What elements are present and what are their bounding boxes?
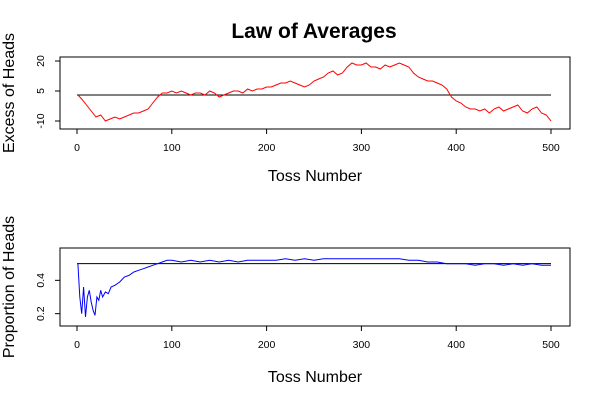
y-axis: 0.2 0.4 <box>35 273 60 321</box>
x-axis-label: Toss Number <box>268 369 363 386</box>
x-tick-label: 100 <box>163 142 181 154</box>
x-tick-label: 0 <box>74 339 80 351</box>
x-tick-label: 0 <box>74 142 80 154</box>
x-tick-label: 300 <box>353 142 371 154</box>
x-tick-label: 400 <box>447 142 465 154</box>
x-axis-label: Toss Number <box>268 168 363 185</box>
y-axis-label: Proportion of Heads <box>1 216 18 358</box>
x-tick-label: 200 <box>258 142 276 154</box>
x-axis: 0 100 200 300 400 500 <box>74 326 560 351</box>
x-axis: 0 100 200 300 400 500 <box>74 129 560 154</box>
x-tick-label: 500 <box>542 339 560 351</box>
y-tick-label: 0.2 <box>35 306 47 321</box>
series-line <box>77 62 552 122</box>
x-tick-label: 100 <box>163 339 181 351</box>
y-tick-label: 5 <box>35 88 47 94</box>
proportion-heads-panel: 0 100 200 300 400 500 0.2 0.4 Toss Number Prop… <box>1 216 571 386</box>
y-tick-label: 20 <box>35 55 47 67</box>
y-tick-label: 0.4 <box>35 273 47 288</box>
chart-title: Law of Averages <box>231 20 396 43</box>
excess-heads-panel: 0 100 200 300 400 500 -10 5 20 Toss Number Exce… <box>1 33 571 185</box>
plot-frame <box>59 56 571 130</box>
x-tick-label: 500 <box>542 142 560 154</box>
y-axis-label: Excess of Heads <box>1 33 18 153</box>
series-line <box>77 258 551 318</box>
x-tick-label: 300 <box>353 339 371 351</box>
x-tick-label: 200 <box>258 339 276 351</box>
y-tick-label: -10 <box>35 113 47 128</box>
y-axis: -10 5 20 <box>35 55 60 129</box>
x-tick-label: 400 <box>447 339 465 351</box>
plot-frame <box>59 247 571 327</box>
